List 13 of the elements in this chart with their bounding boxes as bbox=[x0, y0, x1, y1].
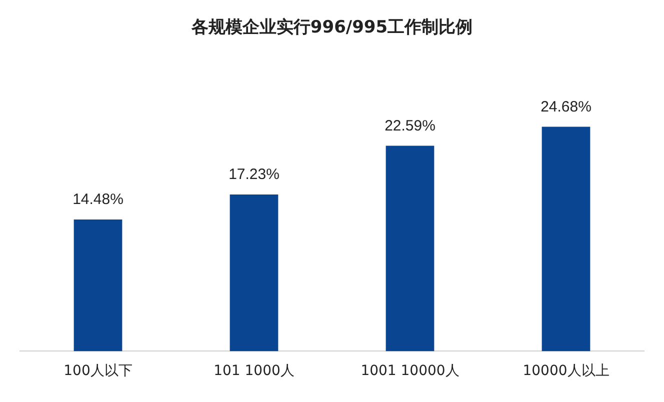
x-tick-label: 10000人以上 bbox=[522, 363, 610, 380]
data-label: 22.59% bbox=[384, 117, 436, 134]
x-tick-label: 100人以下 bbox=[64, 363, 132, 380]
x-tick-label: 101 1000人 bbox=[214, 363, 294, 380]
chart-title: 各规模企业实行996/995工作制比例 bbox=[190, 18, 473, 38]
bar bbox=[542, 126, 590, 352]
bar bbox=[386, 146, 434, 352]
data-label: 24.68% bbox=[540, 98, 592, 116]
bar bbox=[230, 194, 278, 352]
data-label: 14.48% bbox=[72, 191, 124, 208]
x-tick-label: 1001 10000人 bbox=[360, 363, 460, 380]
bar bbox=[74, 220, 122, 352]
data-label: 17.23% bbox=[228, 166, 280, 184]
